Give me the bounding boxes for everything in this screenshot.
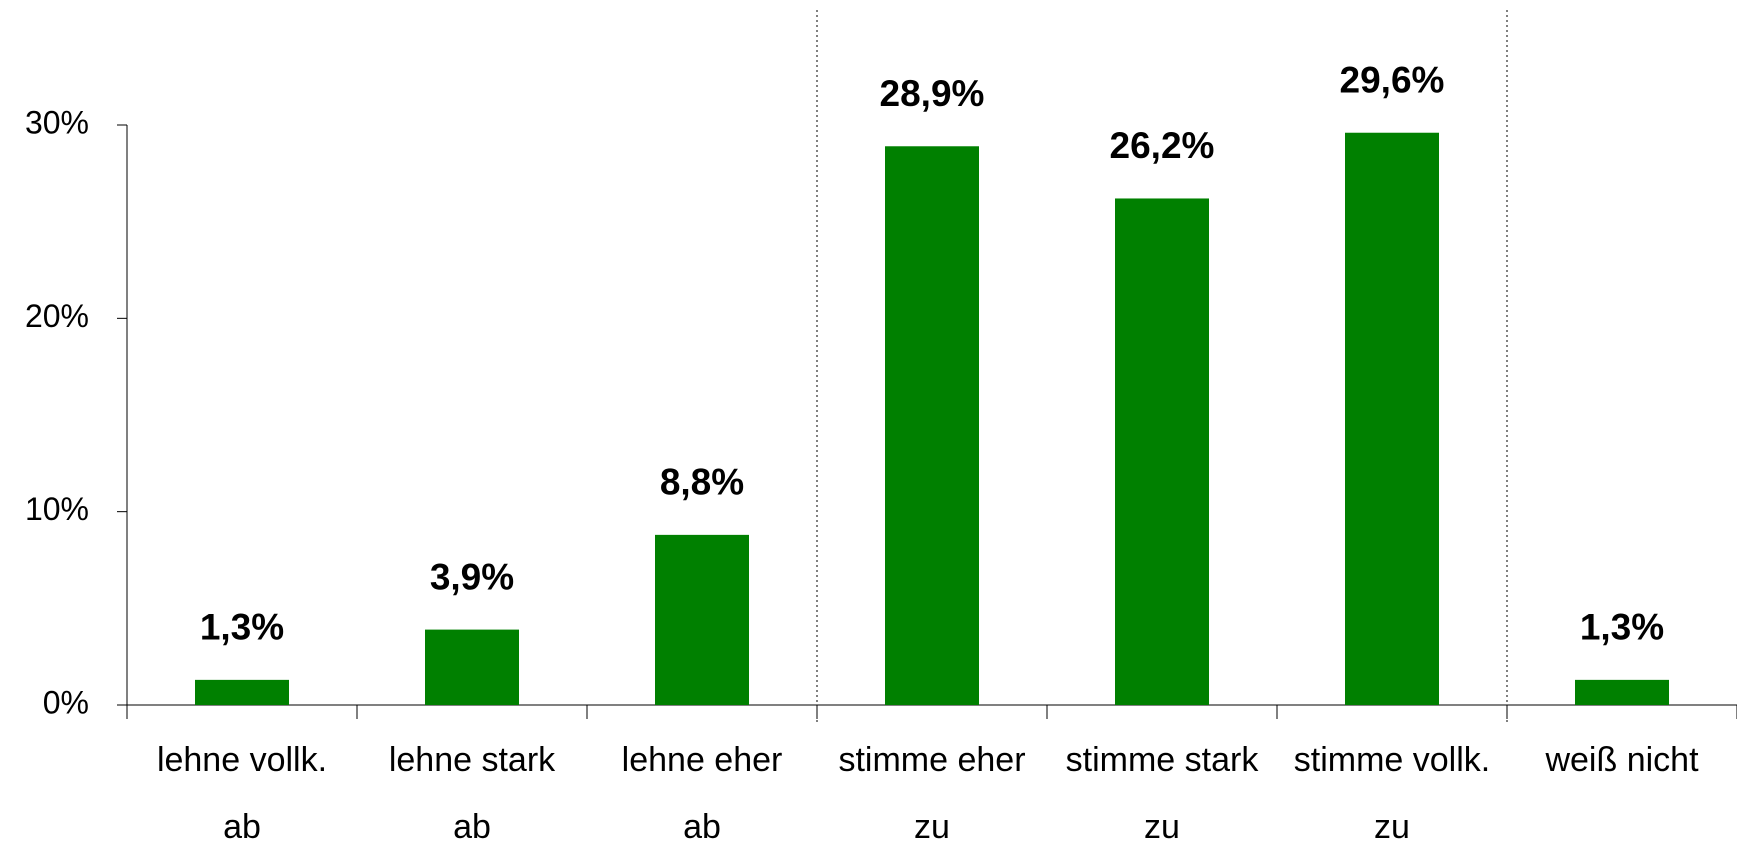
bar	[425, 629, 519, 705]
bar	[1115, 198, 1209, 705]
x-tick-label: lehne eher	[622, 741, 783, 779]
bar	[1575, 679, 1669, 705]
value-label: 29,6%	[1340, 60, 1445, 101]
y-tick-label: 20%	[25, 298, 89, 334]
x-tick-label: ab	[453, 808, 491, 845]
x-tick-label: weiß nicht	[1544, 741, 1699, 779]
value-label: 3,9%	[430, 556, 514, 597]
y-tick-label: 10%	[25, 491, 89, 527]
x-tick-label: zu	[1144, 808, 1180, 845]
x-tick-label: stimme stark	[1066, 741, 1260, 779]
bar	[885, 146, 979, 705]
bar	[195, 679, 289, 705]
x-tick-label: lehne stark	[389, 741, 556, 779]
value-label: 1,3%	[200, 607, 284, 648]
value-label: 1,3%	[1580, 607, 1664, 648]
y-tick-label: 0%	[43, 684, 89, 720]
x-tick-label: lehne vollk.	[157, 741, 327, 779]
x-tick-label: ab	[223, 808, 261, 845]
bar	[655, 534, 749, 705]
value-label: 28,9%	[880, 73, 985, 114]
bar	[1345, 132, 1439, 705]
x-tick-label: stimme eher	[838, 741, 1025, 779]
value-label: 8,8%	[660, 462, 744, 503]
x-tick-label: zu	[1374, 808, 1410, 845]
x-tick-label: ab	[683, 808, 721, 845]
x-tick-label: zu	[914, 808, 950, 845]
x-tick-label: stimme vollk.	[1294, 741, 1490, 779]
value-label: 26,2%	[1110, 125, 1215, 166]
y-tick-label: 30%	[25, 104, 89, 140]
